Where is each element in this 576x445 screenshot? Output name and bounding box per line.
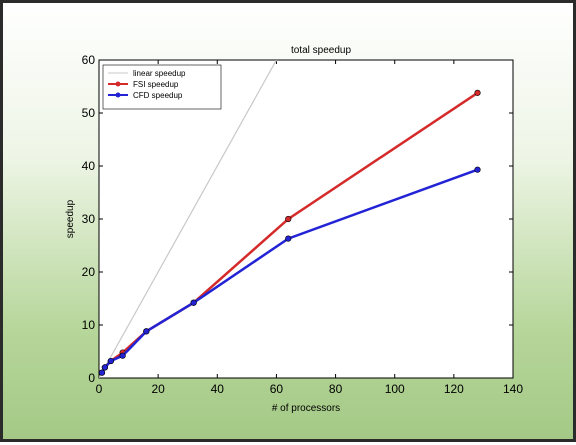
cfd-speedup-point (107, 357, 114, 365)
legend-marker-cfd-speedup (115, 92, 121, 98)
y-axis-label: speedup (65, 199, 76, 238)
axis-ticks: 0 20 40 60 80 100 120 140 0 10 20 30 40 50 60 (82, 53, 524, 396)
x-tick-label: 40 (211, 382, 225, 396)
cfd-speedup-point (101, 364, 109, 371)
linear-speedup-line (99, 60, 278, 378)
fsi-speedup-point (474, 89, 481, 96)
x-tick-label: 80 (329, 382, 343, 396)
y-tick-label: 10 (82, 318, 96, 332)
chart-title: total speedup (291, 45, 351, 56)
fsi-speedup-point (285, 215, 292, 223)
legend-marker-fsi-speedup (115, 81, 121, 87)
x-tick-label: 0 (96, 382, 103, 396)
cfd-speedup-point (99, 369, 106, 376)
series-layer (99, 60, 481, 378)
cfd-speedup-point (119, 352, 126, 359)
plot-area (98, 59, 514, 379)
x-tick-label: 20 (151, 382, 165, 396)
cfd-speedup-point (190, 299, 197, 306)
y-tick-label: 40 (82, 159, 96, 173)
cfd-speedup-point (474, 166, 481, 173)
series-group (99, 60, 481, 378)
speedup-chart: total speedup # of processors speedup 0 2… (65, 45, 524, 414)
y-tick-label: 20 (82, 265, 96, 279)
legend-label-cfd-speedup: CFD speedup (133, 91, 183, 100)
x-tick-label: 60 (270, 382, 284, 396)
legend-box (102, 64, 222, 110)
legend: linear speedup FSI speedup CFD speedup (102, 64, 222, 110)
x-tick-label: 120 (444, 382, 464, 396)
x-tick-label: 140 (503, 382, 523, 396)
y-tick-label: 0 (88, 371, 95, 385)
y-tick-label: 50 (82, 106, 96, 120)
legend-label-fsi-speedup: FSI speedup (133, 80, 179, 89)
cfd-speedup-point (285, 235, 292, 242)
legend-label-linear-speedup: linear speedup (133, 69, 186, 78)
x-tick-label: 100 (385, 382, 405, 396)
cfd-speedup-point (143, 328, 150, 335)
x-axis-label: # of processors (272, 403, 340, 414)
y-tick-label: 30 (82, 212, 96, 226)
y-tick-label: 60 (82, 53, 96, 67)
